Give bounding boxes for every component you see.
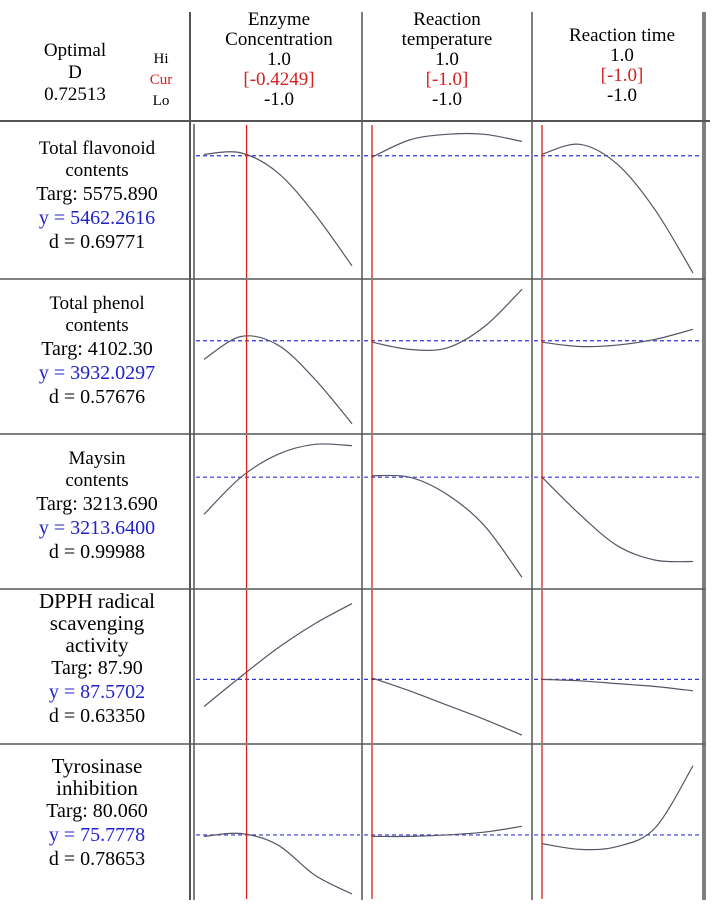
overall-value: 0.72513 <box>44 84 106 105</box>
response-curve-4-1 <box>371 825 523 838</box>
factor-name-line2: temperature <box>401 29 493 50</box>
factor-name-line2: Concentration <box>225 29 333 50</box>
response-name-line: DPPH radical <box>38 589 156 613</box>
factor-hi: 1.0 <box>267 49 291 70</box>
response-curve-2-2 <box>541 476 694 563</box>
factor-header-temperature: Reaction temperature 1.0 [-1.0] -1.0 <box>364 10 530 110</box>
factor-header-enzyme: Enzyme Concentration 1.0 [-0.4249] -1.0 <box>193 10 365 110</box>
response-curve-4-2 <box>541 765 694 851</box>
response-predicted: y = 5462.2616 <box>38 207 156 229</box>
response-predicted: y = 87.5702 <box>48 681 146 703</box>
response-desirability: d = 0.57676 <box>48 386 146 408</box>
response-desirability: d = 0.63350 <box>48 705 146 727</box>
response-curve-3-1 <box>371 677 523 736</box>
response-curve-4-0 <box>203 832 353 895</box>
lo-label: Lo <box>152 93 170 109</box>
factor-lo: -1.0 <box>431 89 463 110</box>
response-target: Targ: 4102.30 <box>41 338 153 360</box>
response-curve-0-0 <box>203 151 353 267</box>
response-name-line: contents <box>65 470 129 491</box>
response-name-line: Tyrosinase <box>51 754 143 778</box>
response-name-line: contents <box>65 315 129 336</box>
response-curve-1-0 <box>203 335 353 425</box>
response-predicted: y = 3932.0297 <box>38 362 156 384</box>
factor-name-line1: Reaction time <box>568 25 676 46</box>
overall-desirability: Optimal D 0.72513 <box>10 40 140 106</box>
response-desirability: d = 0.78653 <box>48 848 146 870</box>
factor-lo: -1.0 <box>606 85 638 106</box>
response-curve-0-1 <box>371 132 523 158</box>
response-name-line: Maysin <box>68 448 126 469</box>
response-desirability: d = 0.99988 <box>48 541 146 563</box>
response-target: Targ: 87.90 <box>51 657 143 679</box>
response-curve-1-1 <box>371 288 523 352</box>
response-curve-2-1 <box>371 474 523 578</box>
response-name-line: Total phenol <box>49 293 145 314</box>
response-name-line: contents <box>65 160 129 181</box>
response-desirability: d = 0.69771 <box>48 231 146 253</box>
response-curve-2-0 <box>203 443 353 515</box>
response-label-flavonoid: Total flavonoid contents Targ: 5575.890 … <box>8 138 186 254</box>
response-label-tyrosinase: Tyrosinase inhibition Targ: 80.060 y = 7… <box>8 755 186 871</box>
factor-cur: [-1.0] <box>600 65 644 86</box>
response-target: Targ: 5575.890 <box>36 183 158 205</box>
response-predicted: y = 75.7778 <box>48 824 146 846</box>
response-name-line: Total flavonoid <box>38 138 156 159</box>
response-target: Targ: 80.060 <box>46 800 148 822</box>
hi-label: Hi <box>153 51 169 67</box>
factor-hi: 1.0 <box>610 45 634 66</box>
factor-name-line1: Reaction <box>413 9 481 30</box>
cur-label: Cur <box>149 72 173 88</box>
response-target: Targ: 3213.690 <box>36 493 158 515</box>
response-curve-1-2 <box>541 328 694 348</box>
response-label-dpph: DPPH radical scavenging activity Targ: 8… <box>8 590 186 728</box>
factor-hi: 1.0 <box>435 49 459 70</box>
overall-label-line2: D <box>68 62 82 83</box>
factor-cur: [-0.4249] <box>243 69 315 90</box>
factor-name-line1: Enzyme <box>247 9 311 30</box>
response-curve-3-0 <box>203 603 353 708</box>
response-label-phenol: Total phenol contents Targ: 4102.30 y = … <box>8 293 186 409</box>
response-curve-3-2 <box>541 678 694 692</box>
factor-header-time: Reaction time 1.0 [-1.0] -1.0 <box>533 26 711 106</box>
response-name-line: activity <box>65 633 129 657</box>
response-predicted: y = 3213.6400 <box>38 517 156 539</box>
overall-label-line1: Optimal <box>43 40 107 61</box>
response-curve-0-2 <box>541 143 694 274</box>
response-name-line: inhibition <box>56 776 138 800</box>
response-name-line: scavenging <box>49 611 145 635</box>
factor-cur: [-1.0] <box>425 69 469 90</box>
hi-cur-lo-legend: Hi Cur Lo <box>136 49 186 112</box>
factor-lo: -1.0 <box>263 89 295 110</box>
response-label-maysin: Maysin contents Targ: 3213.690 y = 3213.… <box>8 448 186 564</box>
